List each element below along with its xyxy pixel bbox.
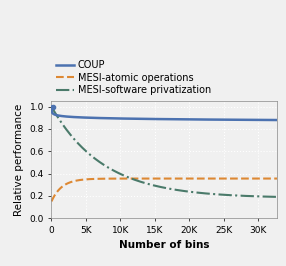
Legend: COUP, MESI-atomic operations, MESI-software privatization: COUP, MESI-atomic operations, MESI-softw… — [56, 60, 211, 95]
X-axis label: Number of bins: Number of bins — [119, 240, 210, 250]
Y-axis label: Relative performance: Relative performance — [14, 103, 24, 216]
